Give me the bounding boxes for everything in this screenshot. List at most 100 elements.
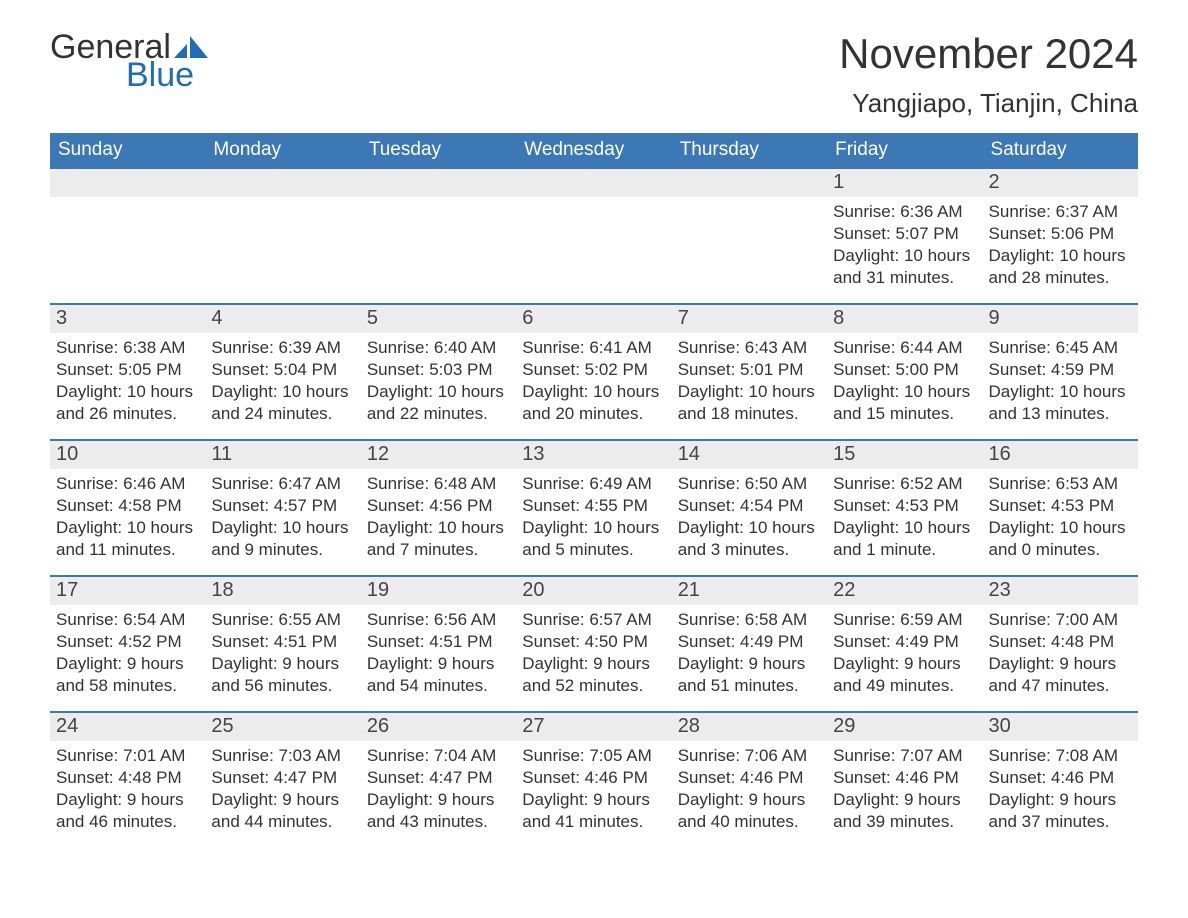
sunrise-text: Sunrise: 6:36 AM [833,201,976,223]
sunset-text: Sunset: 4:49 PM [678,631,821,653]
sunset-text: Sunset: 4:47 PM [367,767,510,789]
sunrise-text: Sunrise: 6:39 AM [211,337,354,359]
day-number: 2 [983,169,1138,197]
day-data: Sunrise: 6:46 AMSunset: 4:58 PMDaylight:… [50,469,205,567]
calendar-cell: 7Sunrise: 6:43 AMSunset: 5:01 PMDaylight… [672,304,827,440]
title-block: November 2024 Yangjiapo, Tianjin, China [839,30,1138,119]
daylight-text: Daylight: 9 hours and 37 minutes. [989,789,1132,833]
calendar-week: 1Sunrise: 6:36 AMSunset: 5:07 PMDaylight… [50,168,1138,304]
sunset-text: Sunset: 4:46 PM [522,767,665,789]
logo-word2: Blue [50,58,208,92]
sunset-text: Sunset: 5:06 PM [989,223,1132,245]
day-data: Sunrise: 6:56 AMSunset: 4:51 PMDaylight:… [361,605,516,703]
day-number: 20 [516,577,671,605]
calendar-cell: 20Sunrise: 6:57 AMSunset: 4:50 PMDayligh… [516,576,671,712]
day-number: 9 [983,305,1138,333]
sunset-text: Sunset: 4:49 PM [833,631,976,653]
sunrise-text: Sunrise: 6:52 AM [833,473,976,495]
calendar-cell: 24Sunrise: 7:01 AMSunset: 4:48 PMDayligh… [50,712,205,848]
daylight-text: Daylight: 9 hours and 43 minutes. [367,789,510,833]
calendar-cell: 10Sunrise: 6:46 AMSunset: 4:58 PMDayligh… [50,440,205,576]
sunset-text: Sunset: 4:57 PM [211,495,354,517]
day-number-empty [361,169,516,197]
sunrise-text: Sunrise: 7:03 AM [211,745,354,767]
day-data: Sunrise: 6:43 AMSunset: 5:01 PMDaylight:… [672,333,827,431]
daylight-text: Daylight: 10 hours and 24 minutes. [211,381,354,425]
page-header: General Blue November 2024 Yangjiapo, Ti… [50,30,1138,119]
calendar-cell: 22Sunrise: 6:59 AMSunset: 4:49 PMDayligh… [827,576,982,712]
sunrise-text: Sunrise: 6:45 AM [989,337,1132,359]
sunrise-text: Sunrise: 6:54 AM [56,609,199,631]
day-number-empty [672,169,827,197]
calendar-cell-empty [50,168,205,304]
day-number: 14 [672,441,827,469]
sunrise-text: Sunrise: 6:37 AM [989,201,1132,223]
daylight-text: Daylight: 9 hours and 49 minutes. [833,653,976,697]
calendar-cell: 21Sunrise: 6:58 AMSunset: 4:49 PMDayligh… [672,576,827,712]
location-text: Yangjiapo, Tianjin, China [839,88,1138,119]
calendar-cell-empty [672,168,827,304]
day-number: 16 [983,441,1138,469]
calendar-cell: 1Sunrise: 6:36 AMSunset: 5:07 PMDaylight… [827,168,982,304]
calendar-cell: 30Sunrise: 7:08 AMSunset: 4:46 PMDayligh… [983,712,1138,848]
daylight-text: Daylight: 9 hours and 51 minutes. [678,653,821,697]
day-number: 8 [827,305,982,333]
day-header: Tuesday [361,133,516,168]
sunrise-text: Sunrise: 7:00 AM [989,609,1132,631]
day-number: 17 [50,577,205,605]
day-number: 18 [205,577,360,605]
day-data: Sunrise: 7:00 AMSunset: 4:48 PMDaylight:… [983,605,1138,703]
calendar-cell-empty [361,168,516,304]
sunrise-text: Sunrise: 6:44 AM [833,337,976,359]
day-data: Sunrise: 7:05 AMSunset: 4:46 PMDaylight:… [516,741,671,839]
day-header-row: SundayMondayTuesdayWednesdayThursdayFrid… [50,133,1138,168]
calendar-cell-empty [205,168,360,304]
daylight-text: Daylight: 10 hours and 0 minutes. [989,517,1132,561]
calendar-cell: 14Sunrise: 6:50 AMSunset: 4:54 PMDayligh… [672,440,827,576]
day-data: Sunrise: 7:06 AMSunset: 4:46 PMDaylight:… [672,741,827,839]
daylight-text: Daylight: 9 hours and 56 minutes. [211,653,354,697]
day-number: 11 [205,441,360,469]
daylight-text: Daylight: 9 hours and 47 minutes. [989,653,1132,697]
day-data: Sunrise: 6:53 AMSunset: 4:53 PMDaylight:… [983,469,1138,567]
day-data: Sunrise: 6:38 AMSunset: 5:05 PMDaylight:… [50,333,205,431]
day-number: 26 [361,713,516,741]
day-data: Sunrise: 7:03 AMSunset: 4:47 PMDaylight:… [205,741,360,839]
calendar-cell: 13Sunrise: 6:49 AMSunset: 4:55 PMDayligh… [516,440,671,576]
day-number-empty [205,169,360,197]
sunrise-text: Sunrise: 7:07 AM [833,745,976,767]
calendar-cell: 15Sunrise: 6:52 AMSunset: 4:53 PMDayligh… [827,440,982,576]
sunset-text: Sunset: 4:47 PM [211,767,354,789]
day-header: Wednesday [516,133,671,168]
day-data: Sunrise: 6:59 AMSunset: 4:49 PMDaylight:… [827,605,982,703]
daylight-text: Daylight: 10 hours and 9 minutes. [211,517,354,561]
daylight-text: Daylight: 10 hours and 15 minutes. [833,381,976,425]
day-data: Sunrise: 7:08 AMSunset: 4:46 PMDaylight:… [983,741,1138,839]
daylight-text: Daylight: 9 hours and 41 minutes. [522,789,665,833]
day-data: Sunrise: 6:49 AMSunset: 4:55 PMDaylight:… [516,469,671,567]
calendar-cell: 4Sunrise: 6:39 AMSunset: 5:04 PMDaylight… [205,304,360,440]
day-data: Sunrise: 6:52 AMSunset: 4:53 PMDaylight:… [827,469,982,567]
day-number: 15 [827,441,982,469]
calendar-cell: 19Sunrise: 6:56 AMSunset: 4:51 PMDayligh… [361,576,516,712]
calendar-cell: 3Sunrise: 6:38 AMSunset: 5:05 PMDaylight… [50,304,205,440]
sunset-text: Sunset: 4:52 PM [56,631,199,653]
day-data: Sunrise: 6:54 AMSunset: 4:52 PMDaylight:… [50,605,205,703]
daylight-text: Daylight: 9 hours and 40 minutes. [678,789,821,833]
day-number: 22 [827,577,982,605]
day-data: Sunrise: 6:58 AMSunset: 4:49 PMDaylight:… [672,605,827,703]
day-data: Sunrise: 7:07 AMSunset: 4:46 PMDaylight:… [827,741,982,839]
calendar-cell: 27Sunrise: 7:05 AMSunset: 4:46 PMDayligh… [516,712,671,848]
calendar-cell: 17Sunrise: 6:54 AMSunset: 4:52 PMDayligh… [50,576,205,712]
daylight-text: Daylight: 10 hours and 1 minute. [833,517,976,561]
sunrise-text: Sunrise: 6:58 AM [678,609,821,631]
day-number: 13 [516,441,671,469]
sunset-text: Sunset: 5:00 PM [833,359,976,381]
day-number: 10 [50,441,205,469]
sunrise-text: Sunrise: 7:05 AM [522,745,665,767]
daylight-text: Daylight: 10 hours and 3 minutes. [678,517,821,561]
sunset-text: Sunset: 5:01 PM [678,359,821,381]
day-data: Sunrise: 7:01 AMSunset: 4:48 PMDaylight:… [50,741,205,839]
sunrise-text: Sunrise: 7:06 AM [678,745,821,767]
day-data: Sunrise: 6:39 AMSunset: 5:04 PMDaylight:… [205,333,360,431]
